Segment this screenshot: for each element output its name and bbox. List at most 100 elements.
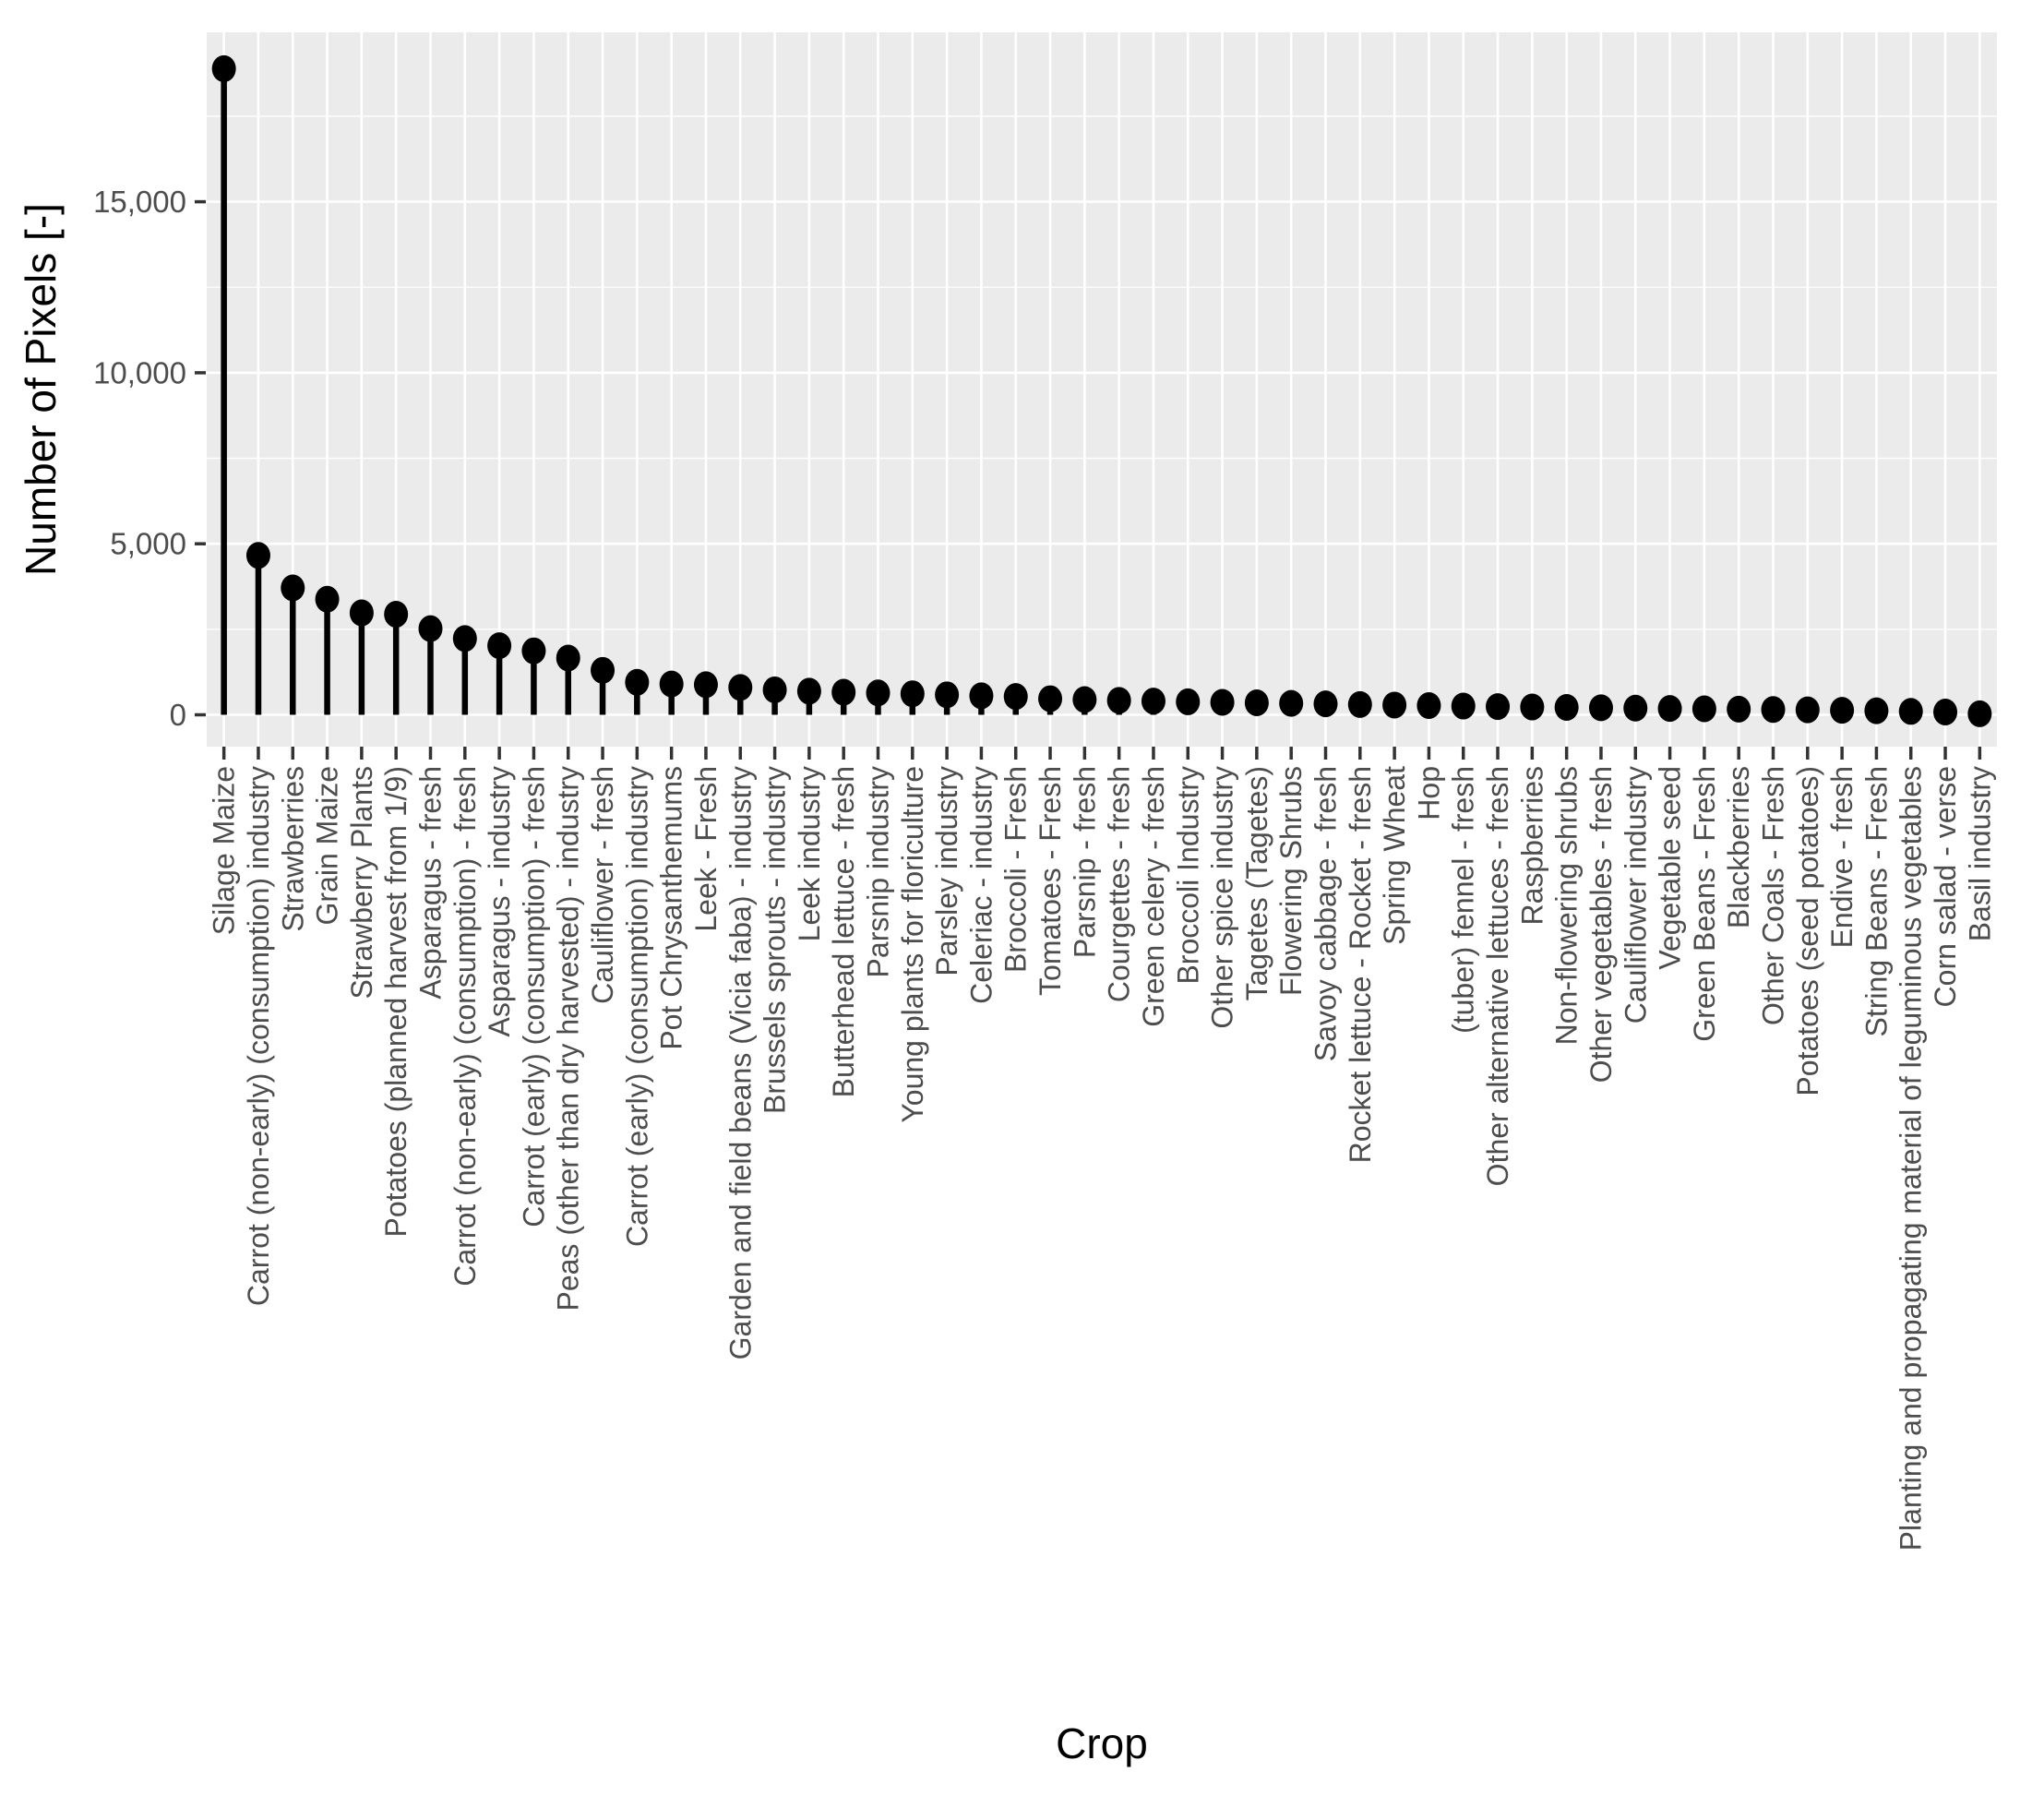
x-category-label: Blackberries xyxy=(1722,766,1755,928)
data-point xyxy=(1210,688,1235,716)
data-point xyxy=(1761,696,1786,724)
data-point xyxy=(866,679,891,707)
y-tick-label: 0 xyxy=(170,698,186,732)
x-category-label: Corn salad - verse xyxy=(1929,766,1962,1007)
data-point xyxy=(1933,699,1958,726)
data-point xyxy=(969,682,994,710)
x-category-label: Other spice industry xyxy=(1206,766,1239,1029)
data-point xyxy=(1451,692,1476,720)
x-category-label: Celeriac - industry xyxy=(964,766,998,1004)
data-point xyxy=(1588,694,1613,722)
x-category-label: Grain Maize xyxy=(311,766,344,926)
x-category-label: Parsnip - fresh xyxy=(1068,766,1101,958)
data-point xyxy=(900,680,925,708)
x-category-label: Planting and propagating material of leg… xyxy=(1895,766,1928,1551)
data-point xyxy=(1106,687,1131,714)
data-point xyxy=(1038,685,1063,712)
x-category-label: Other alternative lettuces - fresh xyxy=(1481,766,1514,1186)
data-point xyxy=(1898,698,1923,725)
x-category-label: Non-flowering shrubs xyxy=(1550,766,1584,1045)
data-point xyxy=(1347,690,1372,718)
data-point xyxy=(1830,697,1855,724)
data-point xyxy=(384,601,409,629)
x-category-label: Courgettes - fresh xyxy=(1103,766,1136,1002)
data-point xyxy=(625,668,650,696)
x-category-label: Endive - fresh xyxy=(1825,766,1859,948)
data-point xyxy=(1382,691,1407,719)
data-point xyxy=(659,670,684,698)
x-category-label: Carrot (early) (consumption) industry xyxy=(620,766,653,1247)
data-point xyxy=(1795,696,1820,724)
data-point xyxy=(1554,693,1579,721)
x-category-label: Rocket lettuce - Rocket - fresh xyxy=(1344,766,1377,1163)
data-point xyxy=(1313,690,1338,718)
data-point xyxy=(1279,689,1304,717)
x-category-label: Silage Maize xyxy=(208,766,241,935)
x-category-label: Asparagus - industry xyxy=(483,766,516,1036)
x-category-label: Other Coals - Fresh xyxy=(1757,766,1790,1025)
data-point xyxy=(1486,693,1511,721)
data-point xyxy=(1691,695,1716,723)
data-point xyxy=(728,674,753,701)
x-category-label: Savoy cabbage - fresh xyxy=(1309,766,1343,1061)
x-category-label: Green celery - fresh xyxy=(1137,766,1170,1027)
x-axis-title: Crop xyxy=(1056,1719,1148,1767)
data-point xyxy=(521,637,546,665)
data-point xyxy=(693,671,718,699)
y-tick-label: 5,000 xyxy=(110,527,186,561)
data-point xyxy=(452,625,477,653)
y-tick-label: 15,000 xyxy=(93,185,186,219)
data-point xyxy=(1141,688,1165,715)
x-category-label: Carrot (non-early) (consumption) industr… xyxy=(242,766,275,1306)
data-point xyxy=(245,542,270,569)
x-category-label: Garden and field beans (Vicia faba) - in… xyxy=(723,766,757,1359)
data-point xyxy=(935,681,960,709)
data-point xyxy=(556,644,580,672)
data-point xyxy=(487,632,512,660)
x-category-label: Leek industry xyxy=(793,766,826,941)
x-category-label: Broccoli Industry xyxy=(1171,766,1204,985)
x-category-label: String Beans - Fresh xyxy=(1859,766,1893,1036)
x-category-label: Basil industry xyxy=(1963,766,1996,941)
data-point xyxy=(349,599,374,627)
x-category-label: Cauliflower - fresh xyxy=(586,766,619,1004)
data-point xyxy=(1864,697,1889,724)
data-point xyxy=(418,615,443,642)
x-category-label: (tuber) fennel - fresh xyxy=(1447,766,1480,1034)
data-point xyxy=(1967,700,1992,727)
panel-background xyxy=(207,32,1997,747)
x-category-label: Young plants for floriculture xyxy=(896,766,929,1123)
data-point xyxy=(796,677,821,705)
x-category-label: Potatoes (planned harvest from 1/9) xyxy=(379,766,412,1238)
data-point xyxy=(1244,689,1269,717)
x-category-label: Green Beans - Fresh xyxy=(1688,766,1721,1042)
x-category-label: Butterhead lettuce - fresh xyxy=(827,766,860,1097)
x-category-label: Carrot (non-early) (consumption) - fresh xyxy=(448,766,482,1287)
data-point xyxy=(1072,686,1097,713)
x-category-label: Parsley industry xyxy=(930,766,963,976)
x-category-label: Tomatoes - Fresh xyxy=(1034,766,1067,996)
data-point xyxy=(315,585,340,613)
x-category-label: Strawberry Plants xyxy=(345,766,378,1000)
data-point xyxy=(1176,688,1201,715)
x-category-label: Leek - Fresh xyxy=(689,766,723,932)
x-category-label: Vegetable seed xyxy=(1654,766,1687,970)
x-category-label: Cauliflower industry xyxy=(1619,766,1652,1024)
x-category-label: Tagetes (Tagetes) xyxy=(1240,766,1273,1000)
x-category-label: Brussels sprouts - industry xyxy=(759,766,792,1114)
x-category-label: Other vegetables - fresh xyxy=(1584,766,1618,1083)
y-axis-title: Number of Pixels [-] xyxy=(17,203,65,576)
x-category-label: Asparagus - fresh xyxy=(414,766,448,1000)
x-category-label: Raspberries xyxy=(1515,766,1548,926)
data-point xyxy=(1727,695,1751,723)
data-point xyxy=(762,676,787,703)
x-category-label: Flowering Shrubs xyxy=(1274,766,1308,996)
x-category-label: Parsnip industry xyxy=(862,766,895,977)
x-category-label: Carrot (early) (consumption) - fresh xyxy=(517,766,550,1227)
x-category-label: Potatoes (seed potatoes) xyxy=(1791,766,1824,1096)
data-point xyxy=(1003,683,1028,711)
x-category-label: Strawberries xyxy=(276,766,309,932)
data-point xyxy=(1416,691,1441,719)
x-category-label: Peas (other than dry harvested) - indust… xyxy=(552,766,585,1311)
